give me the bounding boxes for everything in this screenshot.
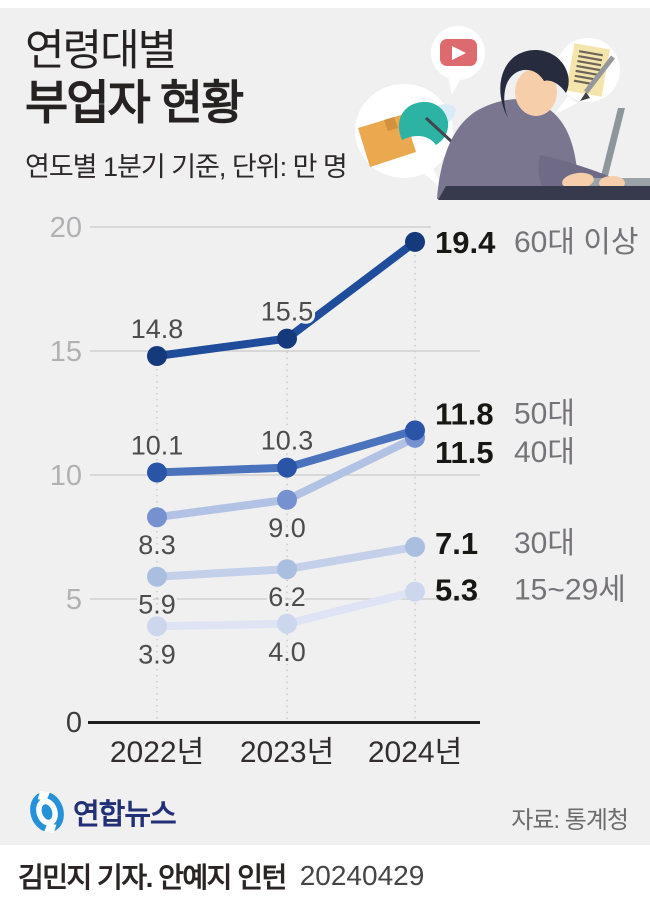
end-value-label: 5.3 xyxy=(435,573,478,608)
data-point xyxy=(147,346,167,366)
point-value-label: 10.3 xyxy=(261,426,314,456)
series-name-label: 40대 xyxy=(514,436,575,469)
credit-date: 20240429 xyxy=(299,860,425,891)
cap-icon xyxy=(398,101,456,145)
x-tick-label: 2024년 xyxy=(368,736,462,769)
x-tick-label: 2023년 xyxy=(240,736,334,769)
data-point xyxy=(277,613,297,634)
desk xyxy=(438,186,650,200)
header: 연령대별 부업자 현황 연도별 1분기 기준, 단위: 만 명 xyxy=(25,26,348,184)
line-chart: 0 5 10 15 20 14.8 15.5 10.1 10.3 8.3 9.0 5.9 6.2 3.9 4… xyxy=(50,212,639,769)
end-value-label: 19.4 xyxy=(435,225,496,260)
yonhap-logo-icon xyxy=(30,791,64,833)
data-point xyxy=(277,559,297,580)
data-point xyxy=(405,420,425,441)
credit-bar: 김민지 기자. 안예지 인턴 20240429 xyxy=(0,845,650,907)
data-point xyxy=(277,489,297,510)
y-tick-label: 0 xyxy=(66,707,82,739)
document-icon xyxy=(566,43,610,97)
data-point xyxy=(277,328,297,349)
point-value-label: 3.9 xyxy=(138,639,176,669)
y-tick-label: 20 xyxy=(50,212,82,244)
series-name-label: 60대 이상 xyxy=(514,226,639,259)
yonhap-logo-text: 연합뉴스 xyxy=(73,799,177,831)
laptop-icon xyxy=(600,108,625,180)
speech-bubble-document xyxy=(554,38,620,115)
data-point xyxy=(405,231,425,252)
end-value-label: 11.5 xyxy=(435,435,494,470)
data-point xyxy=(147,616,167,637)
data-point xyxy=(405,581,425,602)
credit-text: 김민지 기자. 안예지 인턴 xyxy=(18,862,287,893)
pencil-icon xyxy=(580,55,615,101)
worker-illustration xyxy=(355,26,650,200)
hair xyxy=(500,49,569,118)
end-value-label: 7.1 xyxy=(435,526,478,561)
series-name-label: 50대 xyxy=(514,397,575,430)
point-value-label: 9.0 xyxy=(268,513,306,543)
point-value-label: 6.2 xyxy=(268,582,306,612)
data-point xyxy=(147,566,167,587)
x-tick-label: 2022년 xyxy=(110,736,204,769)
point-value-label: 5.9 xyxy=(138,590,176,620)
page-title: 연령대별 부업자 현황 xyxy=(25,26,347,129)
point-value-label: 14.8 xyxy=(131,314,184,344)
speech-bubble-package xyxy=(355,84,456,191)
end-value-label: 11.8 xyxy=(435,396,494,431)
data-point xyxy=(405,536,425,557)
speech-bubble-youtube xyxy=(431,26,485,94)
y-tick-label: 5 xyxy=(66,584,82,616)
y-tick-label: 10 xyxy=(50,460,82,492)
point-value-label: 15.5 xyxy=(261,297,314,327)
chart-subtitle: 연도별 1분기 기준, 단위: 만 명 xyxy=(25,152,348,183)
title-line2: 부업자 현황 xyxy=(25,75,244,129)
logo-row: 연합뉴스 자료: 통계청 xyxy=(0,786,650,840)
data-point xyxy=(147,507,167,528)
point-value-label: 8.3 xyxy=(138,530,176,560)
data-point xyxy=(147,462,167,483)
y-tick-label: 15 xyxy=(50,336,82,368)
series-name-label: 15~29세 xyxy=(514,574,626,607)
point-value-label: 4.0 xyxy=(268,637,306,667)
hand xyxy=(562,172,594,190)
title-line1: 연령대별 xyxy=(25,27,177,75)
data-point xyxy=(277,457,297,478)
youtube-icon xyxy=(440,39,477,66)
source-label: 자료: 통계청 xyxy=(511,807,629,834)
yonhap-logo: 연합뉴스 xyxy=(26,788,177,836)
point-value-label: 10.1 xyxy=(131,431,184,461)
series-name-label: 30대 xyxy=(514,527,575,560)
